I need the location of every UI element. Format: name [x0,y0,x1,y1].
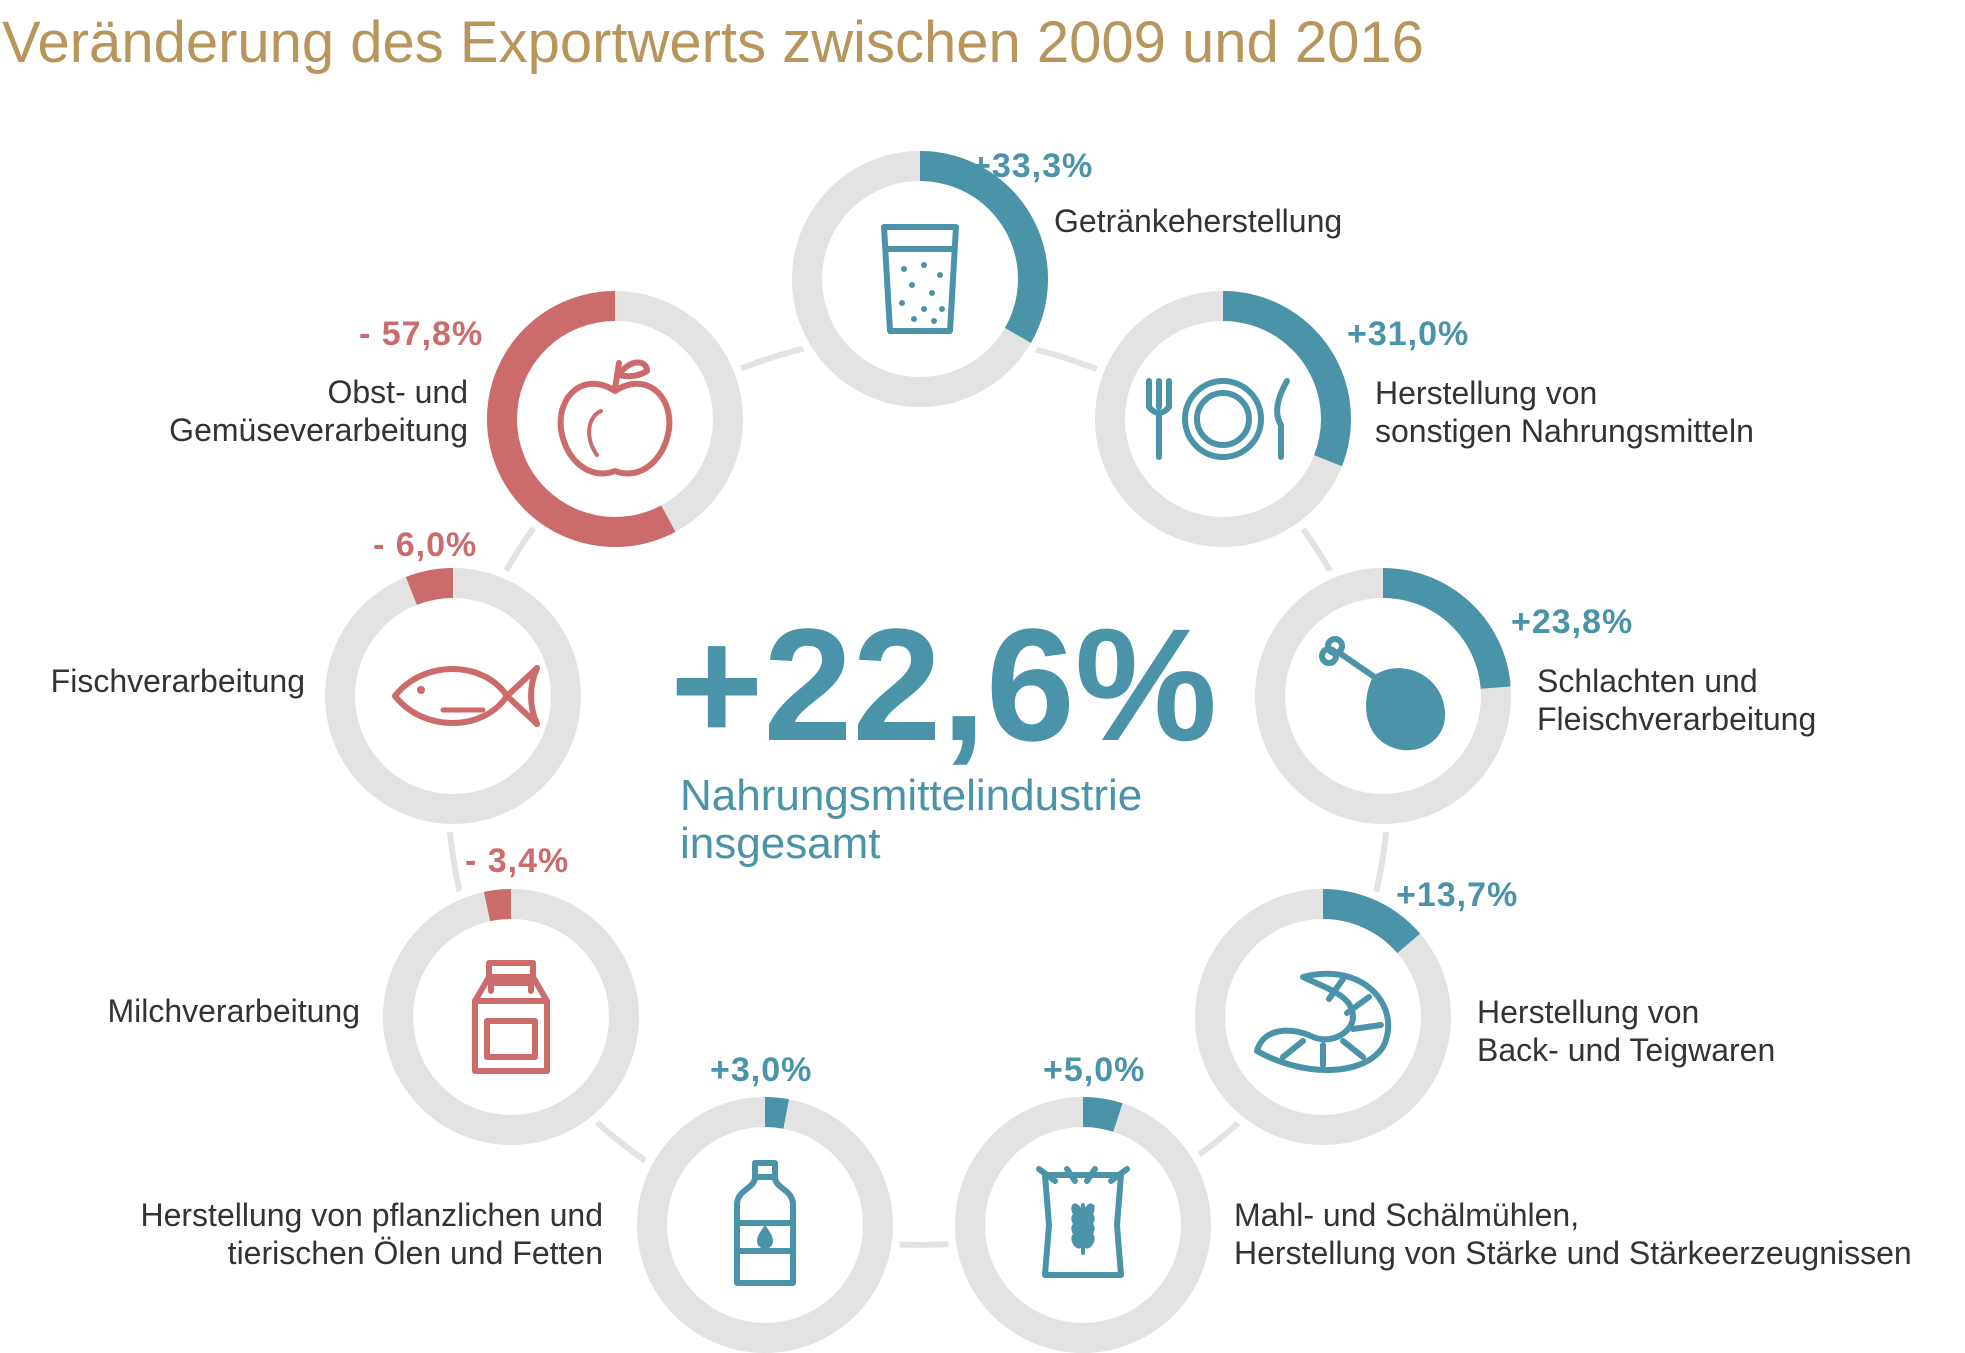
donut-arc [1195,889,1451,1145]
category-label: Getränkeherstellung [1054,203,1342,239]
donut-arc [955,1097,1211,1353]
plate-icon [1146,378,1290,460]
donut-6: +3,0% Herstellung von pflanzlichen undtie… [140,1051,901,1353]
total-value: +22,6% [670,595,1217,774]
percent-label: - 6,0% [373,526,477,564]
donut-8: - 6,0% Fischverarbeitung [51,526,589,832]
category-label: Herstellung von [1477,994,1699,1030]
donut-backing [375,881,647,1153]
percent-label: - 57,8% [359,315,483,353]
category-label: Fleischverarbeitung [1537,701,1816,737]
category-label: Herstellung von [1375,375,1597,411]
croissant-icon [1254,970,1392,1073]
percent-label: - 3,4% [465,842,569,880]
donut-group: +33,3% Getränkeherstellung +31,0% Herstellu… [51,143,1912,1353]
category-label: Milchverarbeitung [107,993,360,1029]
center-total: +22,6% Nahrungsmittelindustrie insgesamt [670,595,1217,868]
donut-backing [479,283,751,555]
donut-backing [784,143,1056,415]
percent-label: +3,0% [710,1051,812,1089]
category-label: Fischverarbeitung [51,663,305,699]
percent-label: +33,3% [971,147,1093,185]
donut-arc [637,1097,893,1353]
total-label-line2: insgesamt [680,819,881,868]
category-label: Back- und Teigwaren [1477,1032,1775,1068]
category-label: Herstellung von Stärke und Stärkeerzeugn… [1234,1235,1912,1271]
flour-sack-icon [1036,1166,1130,1278]
category-label: Obst- und [327,374,468,410]
donut-arc [1095,291,1351,547]
category-label: Mahl- und Schälmühlen, [1234,1197,1579,1233]
donut-5: +5,0% Mahl- und Schälmühlen,Herstellung v… [947,1051,1912,1353]
category-label: Gemüseverarbeitung [169,412,468,448]
fish-icon [392,665,540,727]
donut-1: +33,3% Getränkeherstellung [784,143,1342,415]
percent-label: +23,8% [1511,603,1633,641]
donut-arc [487,291,743,547]
donut-arc [325,568,581,824]
milk-carton-icon [472,960,550,1074]
percent-label: +13,7% [1396,876,1518,914]
donut-arc [383,889,639,1145]
donut-backing [317,560,589,832]
category-label: tierischen Ölen und Fetten [228,1235,603,1271]
category-label: Herstellung von pflanzlichen und [140,1197,603,1233]
page-title: Veränderung des Exportwerts zwischen 200… [2,10,1424,75]
bottle-icon [734,1160,796,1286]
apple-icon [557,359,673,477]
donut-arc [792,151,1048,407]
drumstick-icon [1319,636,1446,751]
donut-backing [1187,881,1459,1153]
donut-arc [1255,568,1511,824]
glass-icon [881,224,959,334]
category-label: Schlachten und [1537,663,1758,699]
percent-label: +5,0% [1043,1051,1145,1089]
percent-label: +31,0% [1347,315,1469,353]
total-label-line1: Nahrungsmittelindustrie [680,771,1142,820]
donut-7: - 3,4% Milchverarbeitung [107,842,647,1153]
donut-backing [1087,283,1359,555]
category-label: sonstigen Nahrungsmitteln [1375,413,1754,449]
